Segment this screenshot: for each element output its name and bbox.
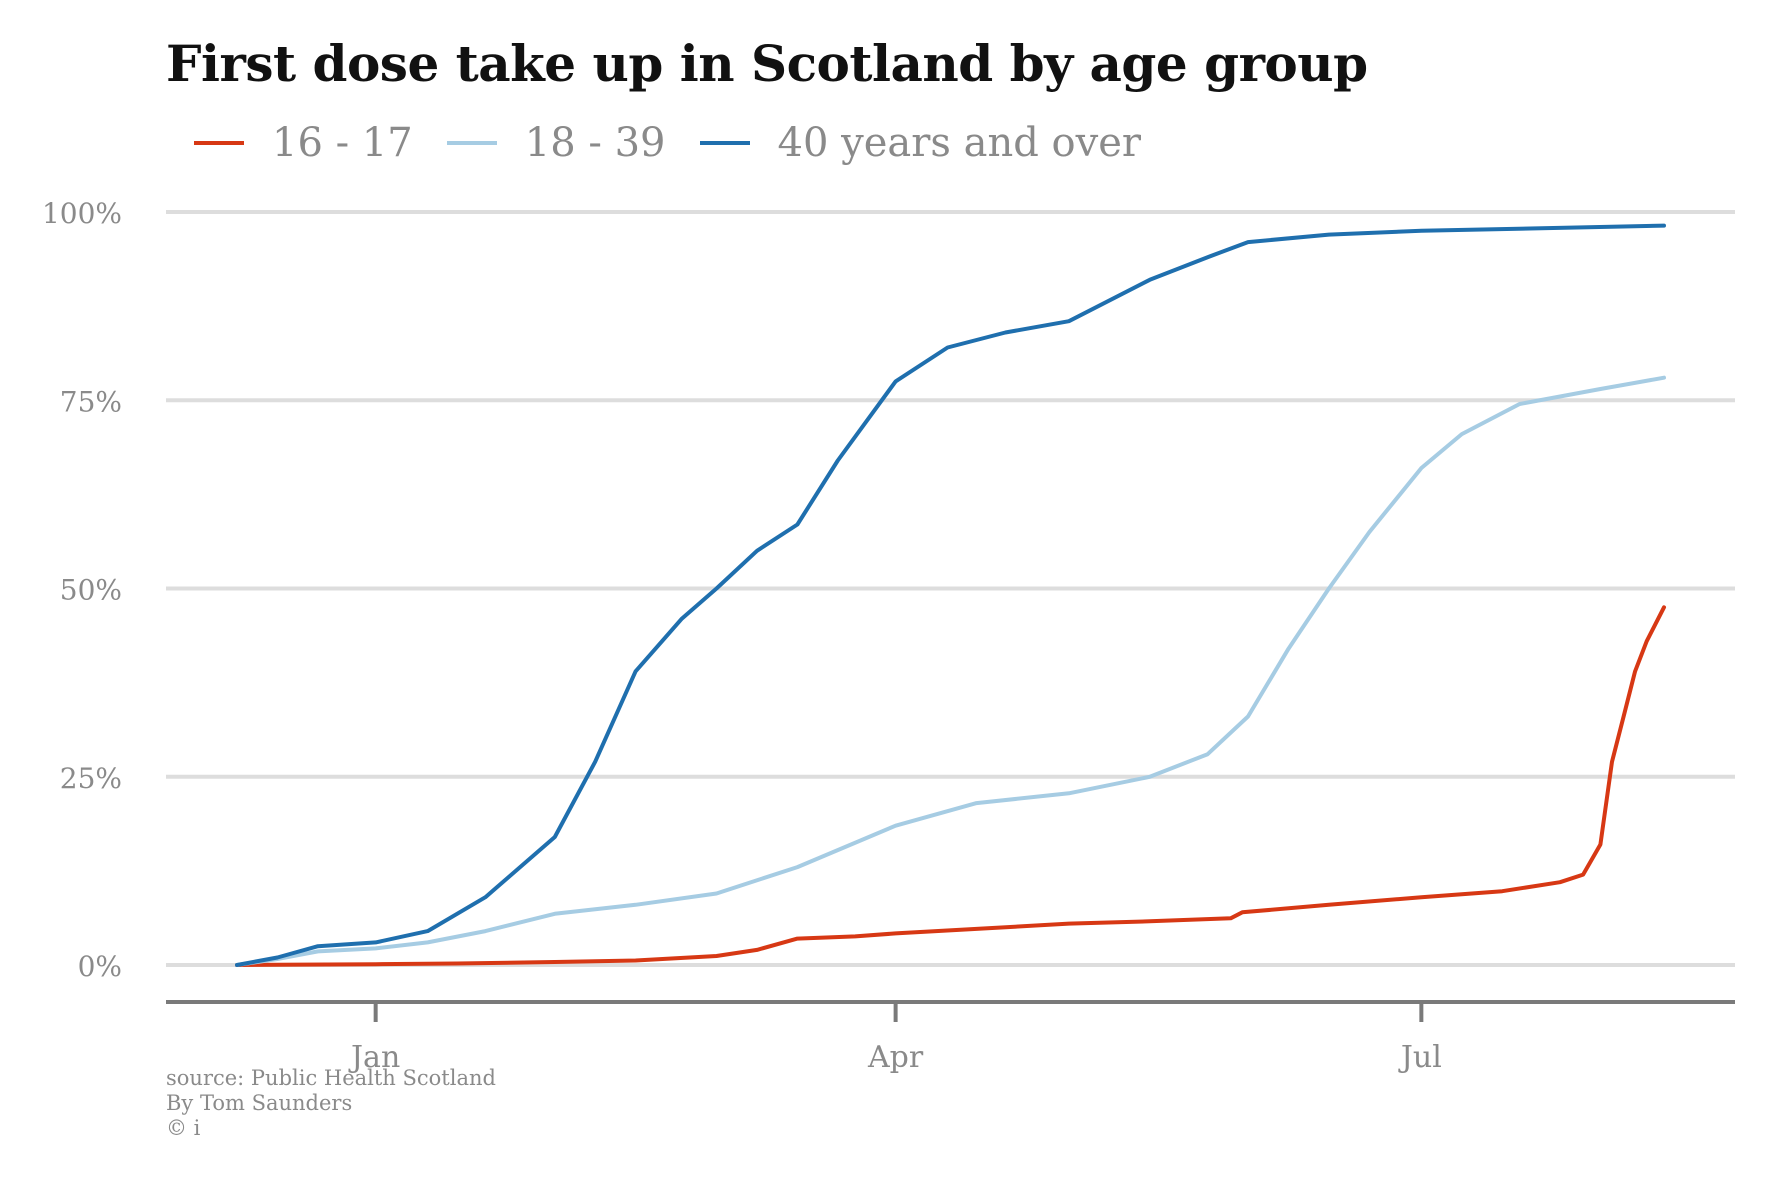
legend-swatch-18-39	[446, 141, 497, 145]
author-credit: By Tom Saunders	[166, 1091, 353, 1115]
copyright-note: © i	[166, 1116, 201, 1140]
legend-label-16-17: 16 - 17	[272, 120, 413, 166]
chart-legend: 16 - 17 18 - 39 40 years and over	[194, 118, 1175, 168]
legend-swatch-40-plus	[699, 141, 750, 145]
x-tick-label-jan: Jan	[348, 1040, 400, 1075]
legend-label-40-plus: 40 years and over	[777, 120, 1142, 166]
legend-item-16-17: 16 - 17	[194, 120, 413, 166]
source-note: source: Public Health Scotland	[166, 1066, 496, 1090]
legend-item-18-39: 18 - 39	[446, 120, 666, 166]
series-lines	[235, 223, 1666, 967]
chart-footer: source: Public Health Scotland By Tom Sa…	[166, 1066, 496, 1141]
legend-item-40-plus: 40 years and over	[699, 120, 1142, 166]
legend-label-18-39: 18 - 39	[524, 120, 666, 166]
legend-swatch-16-17	[194, 141, 244, 145]
series-line-0	[235, 605, 1666, 967]
x-axis: Jan Apr Jul	[166, 1000, 1735, 1075]
series-line-2	[235, 223, 1666, 967]
y-tick-label-75: 75%	[60, 385, 122, 418]
chart-title: First dose take up in Scotland by age gr…	[166, 34, 1368, 93]
y-axis-ticks: 0% 25% 50% 75% 100%	[42, 197, 122, 983]
y-tick-label-100: 100%	[42, 197, 122, 230]
x-tick-label-apr: Apr	[867, 1040, 924, 1075]
x-tick-label-jul: Jul	[1398, 1040, 1442, 1075]
gridlines	[166, 210, 1735, 967]
y-tick-label-0: 0%	[78, 950, 122, 983]
y-tick-label-50: 50%	[60, 574, 122, 607]
y-tick-label-25: 25%	[60, 762, 122, 795]
series-line-1	[235, 375, 1666, 967]
